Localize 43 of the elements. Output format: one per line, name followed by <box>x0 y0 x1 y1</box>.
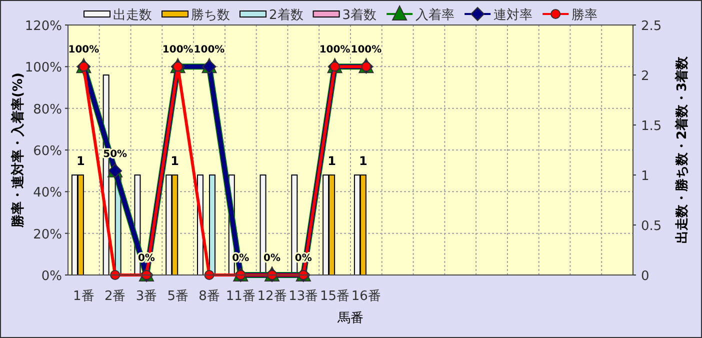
y-tick-label: 100% <box>24 60 62 76</box>
data-label: 1 <box>170 154 180 168</box>
y-tick-label: 40% <box>33 186 62 201</box>
data-label: 100% <box>162 44 194 56</box>
x-tick-label: 16番 <box>351 289 381 304</box>
data-label: 100% <box>319 44 350 56</box>
legend-label: 入着率 <box>416 7 455 23</box>
data-label: 100% <box>350 44 382 56</box>
y2-tick-label: 2 <box>641 69 650 84</box>
y2-tick-label: 1.5 <box>641 119 662 134</box>
data-label: 0% <box>138 253 155 264</box>
data-label: 100% <box>194 44 225 56</box>
y-axis-title: 勝率・連対率・入着率(%) <box>10 72 26 228</box>
y2-tick-label: 1 <box>641 169 650 184</box>
x-tick-label: 2番 <box>104 289 126 304</box>
legend-label: 勝ち数 <box>191 8 230 23</box>
legend-label: 2着数 <box>269 7 304 23</box>
y2-tick-label: 0 <box>641 269 650 284</box>
y-tick-label: 0% <box>41 269 62 284</box>
x-axis-title: 馬番 <box>336 311 364 326</box>
x-tick-label: 3番 <box>136 289 158 304</box>
y2-tick-label: 2.5 <box>641 19 662 34</box>
x-tick-label: 13番 <box>288 289 318 304</box>
x-tick-label: 1番 <box>73 289 94 304</box>
x-tick-label: 11番 <box>226 289 256 304</box>
y-tick-label: 80% <box>33 102 62 118</box>
x-tick-label: 12番 <box>257 289 287 304</box>
data-label: 1 <box>328 154 336 168</box>
y-tick-label: 120% <box>24 19 62 34</box>
x-tick-label: 5番 <box>167 289 188 304</box>
y-tick-label: 60% <box>33 144 62 159</box>
y-tick-label: 20% <box>33 227 62 242</box>
legend-label: 勝率 <box>572 7 598 23</box>
y2-tick-label: 0.5 <box>641 219 662 234</box>
y2-axis-title: 出走数・勝ち数・2着数・3着数 <box>674 55 690 244</box>
x-tick-label: 15番 <box>320 289 350 304</box>
legend-label: 出走数 <box>113 8 152 23</box>
legend-label: 連対率 <box>494 7 533 23</box>
data-label: 1 <box>359 154 368 168</box>
data-label: 1 <box>76 154 85 168</box>
data-label: 100% <box>68 44 100 56</box>
legend-label: 3着数 <box>342 7 377 23</box>
x-tick-label: 8番 <box>198 289 220 304</box>
